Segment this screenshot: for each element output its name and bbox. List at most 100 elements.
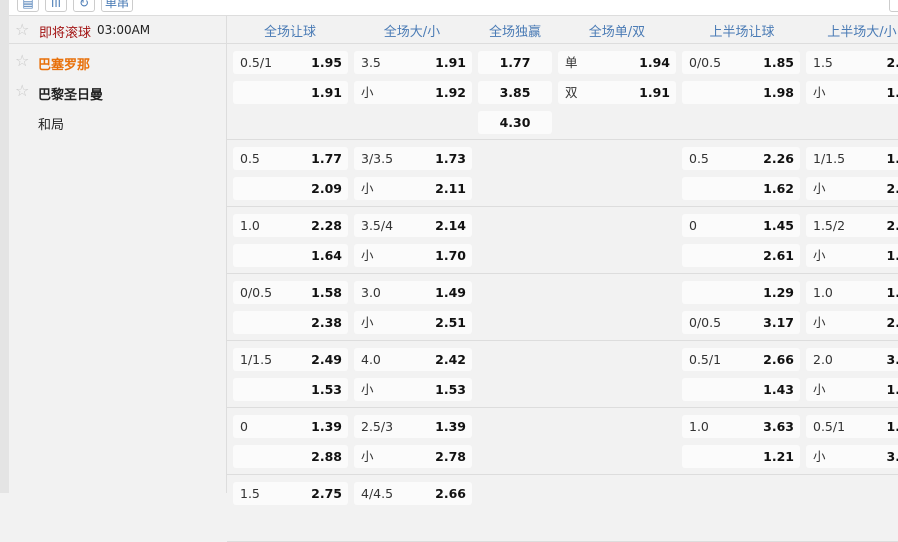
odds-cell[interactable]: 小 1.70	[354, 244, 472, 267]
odds-value: 1.95	[311, 55, 342, 70]
odds-cell[interactable]: 3/3.5 1.73	[354, 147, 472, 170]
line-label: 小	[813, 449, 826, 464]
odds-value: 2.	[886, 315, 898, 330]
odds-cell[interactable]: 1.21	[682, 445, 800, 468]
odds-cell[interactable]: 1.29	[682, 281, 800, 304]
odds-cell[interactable]: 1.5 2.75	[233, 482, 348, 505]
odds-cell[interactable]: 1.0 2.28	[233, 214, 348, 237]
odds-cell[interactable]: 小 1.	[806, 81, 898, 104]
odds-cell[interactable]: 1.53	[233, 378, 348, 401]
odds-cell[interactable]: 0/0.5 3.17	[682, 311, 800, 334]
odds-cell[interactable]: 1.5 2.	[806, 51, 898, 74]
odds-cell[interactable]: 小 2.78	[354, 445, 472, 468]
bar-chart-icon[interactable]: ıll	[45, 0, 67, 12]
odds-value: 1.73	[435, 151, 466, 166]
line-label: 小	[361, 382, 374, 397]
odds-cell[interactable]: 0/0.5 1.58	[233, 281, 348, 304]
line-label: 单	[565, 55, 578, 70]
odds-value: 1.91	[639, 85, 670, 100]
odds-cell[interactable]: 3.0 1.49	[354, 281, 472, 304]
odds-cell[interactable]: 0 1.45	[682, 214, 800, 237]
odds-cell[interactable]: 单 1.94	[558, 51, 676, 74]
star-icon[interactable]: ☆	[15, 51, 30, 70]
odds-cell[interactable]: 小 2.11	[354, 177, 472, 200]
odds-cell[interactable]: 1.62	[682, 177, 800, 200]
match-status: 即将滚球	[39, 26, 92, 41]
odds-cell[interactable]: 2.61	[682, 244, 800, 267]
odds-cell[interactable]: 1.98	[682, 81, 800, 104]
odds-cell[interactable]: 4.30	[478, 111, 552, 134]
odds-value: 1.45	[763, 218, 794, 233]
odds-cell[interactable]: 0/0.5 1.85	[682, 51, 800, 74]
odds-value: 1.	[886, 85, 898, 100]
odds-group: 1/1.5 2.49 4.0 2.42 0.5/1 2.66 2.0 3. 1.53 小 1.53 1…	[227, 341, 898, 408]
star-icon[interactable]: ☆	[15, 81, 30, 100]
odds-value: 1.85	[763, 55, 794, 70]
odds-cell[interactable]: 3.5/4 2.14	[354, 214, 472, 237]
odds-value: 1.43	[763, 382, 794, 397]
line-label: 0	[689, 218, 697, 233]
odds-cell[interactable]: 2.5/3 1.39	[354, 415, 472, 438]
line-label: 双	[565, 85, 578, 100]
odds-cell[interactable]: 0 1.39	[233, 415, 348, 438]
odds-value: 3.	[886, 449, 898, 464]
odds-cell[interactable]: 3.85	[478, 81, 552, 104]
odds-value: 1.	[886, 285, 898, 300]
parlay-button[interactable]: 单串	[101, 0, 133, 12]
line-label: 1.0	[689, 419, 709, 434]
match-time: 03:00AM	[97, 23, 151, 37]
odds-cell[interactable]: 2.0 3.	[806, 348, 898, 371]
odds-value: 1.53	[311, 382, 342, 397]
odds-cell[interactable]: 1.5/2 2.	[806, 214, 898, 237]
odds-cell[interactable]: 2.09	[233, 177, 348, 200]
odds-cell[interactable]: 小 1.92	[354, 81, 472, 104]
odds-cell[interactable]: 3.5 1.91	[354, 51, 472, 74]
column-header: 上半场让球	[709, 25, 775, 40]
odds-value: 2.66	[435, 486, 466, 501]
odds-cell[interactable]: 0.5 1.77	[233, 147, 348, 170]
odds-value: 1.94	[639, 55, 670, 70]
odds-cell[interactable]: 小 2.51	[354, 311, 472, 334]
odds-cell[interactable]: 1.0 3.63	[682, 415, 800, 438]
odds-cell[interactable]: 小 1.53	[354, 378, 472, 401]
odds-cell[interactable]: 1/1.5 2.49	[233, 348, 348, 371]
odds-cell[interactable]: 小 2.	[806, 311, 898, 334]
odds-cell[interactable]: 双 1.91	[558, 81, 676, 104]
toolbar-right-button[interactable]	[889, 0, 898, 12]
refresh-icon[interactable]: ↻	[73, 0, 95, 12]
odds-cell[interactable]: 0.5/1 2.66	[682, 348, 800, 371]
star-icon[interactable]: ☆	[15, 20, 30, 39]
line-label: 2.0	[813, 352, 833, 367]
line-label: 1/1.5	[240, 352, 273, 367]
odds-value: 3.63	[763, 419, 794, 434]
line-label: 小	[361, 248, 374, 263]
odds-cell[interactable]: 4.0 2.42	[354, 348, 472, 371]
odds-cell[interactable]: 2.88	[233, 445, 348, 468]
odds-cell[interactable]: 小 2.	[806, 177, 898, 200]
odds-cell[interactable]: 0.5/1 1.95	[233, 51, 348, 74]
odds-cell[interactable]: 1.77	[478, 51, 552, 74]
odds-cell[interactable]: 小 1.	[806, 378, 898, 401]
odds-value: 1.21	[763, 449, 794, 464]
odds-cell[interactable]: 1.91	[233, 81, 348, 104]
line-label: 0.5	[689, 151, 709, 166]
line-label: 小	[361, 449, 374, 464]
odds-cell[interactable]: 2.38	[233, 311, 348, 334]
line-label: 小	[813, 315, 826, 330]
odds-cell[interactable]: 1.64	[233, 244, 348, 267]
odds-value: 1.	[886, 248, 898, 263]
odds-cell[interactable]: 1.0 1.	[806, 281, 898, 304]
odds-cell[interactable]: 1.43	[682, 378, 800, 401]
print-icon[interactable]: ▤	[17, 0, 39, 12]
odds-cell[interactable]: 0.5 2.26	[682, 147, 800, 170]
line-label: 0/0.5	[240, 285, 273, 300]
line-label: 0/0.5	[689, 55, 722, 70]
odds-value: 1.77	[311, 151, 342, 166]
odds-cell[interactable]: 1/1.5 1.	[806, 147, 898, 170]
odds-cell[interactable]: 小 1.	[806, 244, 898, 267]
odds-value: 2.88	[311, 449, 342, 464]
odds-cell[interactable]: 4/4.5 2.66	[354, 482, 472, 505]
line-label: 小	[813, 181, 826, 196]
odds-cell[interactable]: 小 3.	[806, 445, 898, 468]
odds-cell[interactable]: 0.5/1 1.	[806, 415, 898, 438]
